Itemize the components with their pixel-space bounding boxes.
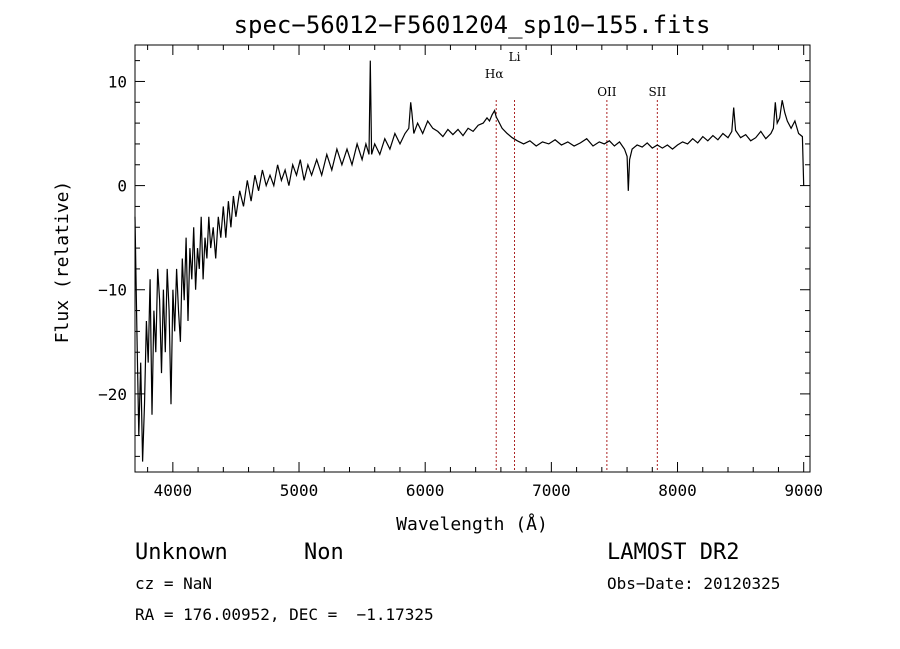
x-tick-label: 5000 [280, 481, 319, 500]
line-marker-label: SII [648, 85, 666, 99]
subclass-label: Non [304, 540, 344, 565]
x-tick-label: 9000 [784, 481, 823, 500]
y-tick-label: −20 [98, 385, 127, 404]
spectrum-series-line [134, 60, 805, 462]
survey-label: LAMOST DR2 [607, 540, 739, 565]
line-marker-label: OII [597, 85, 617, 99]
x-tick-label: 6000 [406, 481, 445, 500]
y-tick-label: −10 [98, 281, 127, 300]
y-axis-label: Flux (relative) [52, 181, 73, 344]
y-tick-label: 10 [108, 72, 127, 91]
redshift-label: cz = NaN [135, 574, 212, 593]
y-tick-label: 0 [117, 177, 127, 196]
x-tick-label: 7000 [532, 481, 571, 500]
object-class-label: Unknown [135, 540, 228, 565]
x-tick-label: 8000 [658, 481, 697, 500]
axis-ticks: 4000 5000 6000 7000 8000 9000 −20 −10 0 10 [98, 45, 823, 500]
x-axis-label: Wavelength (Å) [396, 513, 548, 535]
plot-frame [134, 44, 811, 473]
line-marker-label: Hα [485, 67, 504, 81]
chart-title: spec−56012−F5601204_sp10−155.fits [234, 11, 711, 39]
obs-date-label: Obs−Date: 20120325 [607, 574, 780, 593]
x-tick-label: 4000 [154, 481, 193, 500]
line-markers: Hα Li OII SII [485, 50, 666, 472]
coordinates-label: RA = 176.00952, DEC = −1.17325 [135, 605, 434, 624]
line-marker-label: Li [509, 50, 521, 64]
